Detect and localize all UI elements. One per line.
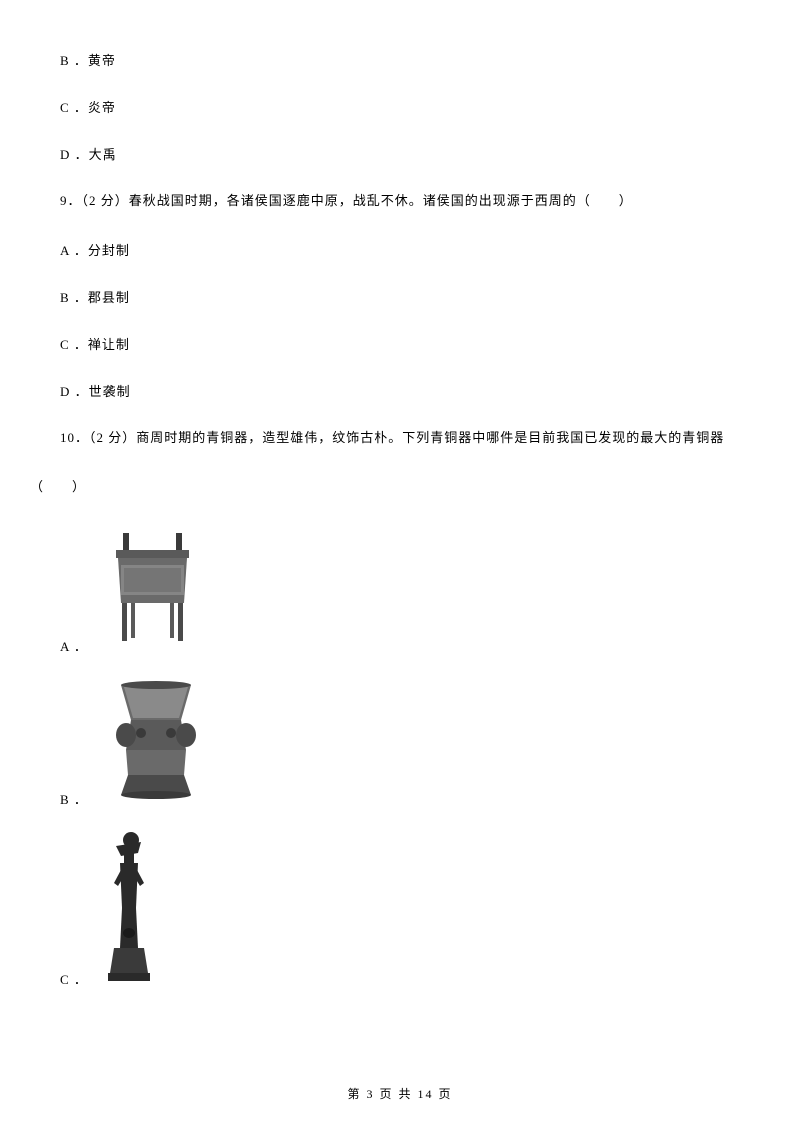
question-10-option-a-container: A ．	[60, 525, 740, 655]
question-10-text: 10．（2 分）商周时期的青铜器，造型雄伟，纹饰古朴。下列青铜器中哪件是目前我国…	[60, 428, 740, 449]
question-9-option-b: B ．郡县制	[60, 287, 740, 306]
bronze-ding-image	[96, 525, 209, 655]
question-10-option-c-container: C ．	[60, 828, 740, 988]
question-9-option-a: A ．分封制	[60, 240, 740, 259]
question-9-option-d: D ．世袭制	[60, 381, 740, 400]
option-c-group1: C ．炎帝	[60, 97, 740, 116]
question-10-option-c-label: C ．	[60, 969, 88, 988]
bronze-zun-image	[96, 675, 216, 808]
bronze-figure-image	[96, 828, 156, 988]
question-10-text-line1: 10．（2 分）商周时期的青铜器，造型雄伟，纹饰古朴。下列青铜器中哪件是目前我国…	[60, 430, 724, 445]
option-d-group1: D ．大禹	[60, 144, 740, 163]
question-10-option-b-label: B ．	[60, 789, 88, 808]
question-10-text-line2: （ ）	[30, 477, 740, 498]
question-10-option-a-label: A ．	[60, 636, 88, 655]
question-9-option-c: C ．禅让制	[60, 334, 740, 353]
question-9-text: 9．（2 分）春秋战国时期，各诸侯国逐鹿中原，战乱不休。诸侯国的出现源于西周的（…	[60, 191, 740, 212]
option-b-group1: B ．黄帝	[60, 50, 740, 69]
page-footer: 第 3 页 共 14 页	[0, 1085, 800, 1102]
question-10-option-b-container: B ．	[60, 675, 740, 808]
